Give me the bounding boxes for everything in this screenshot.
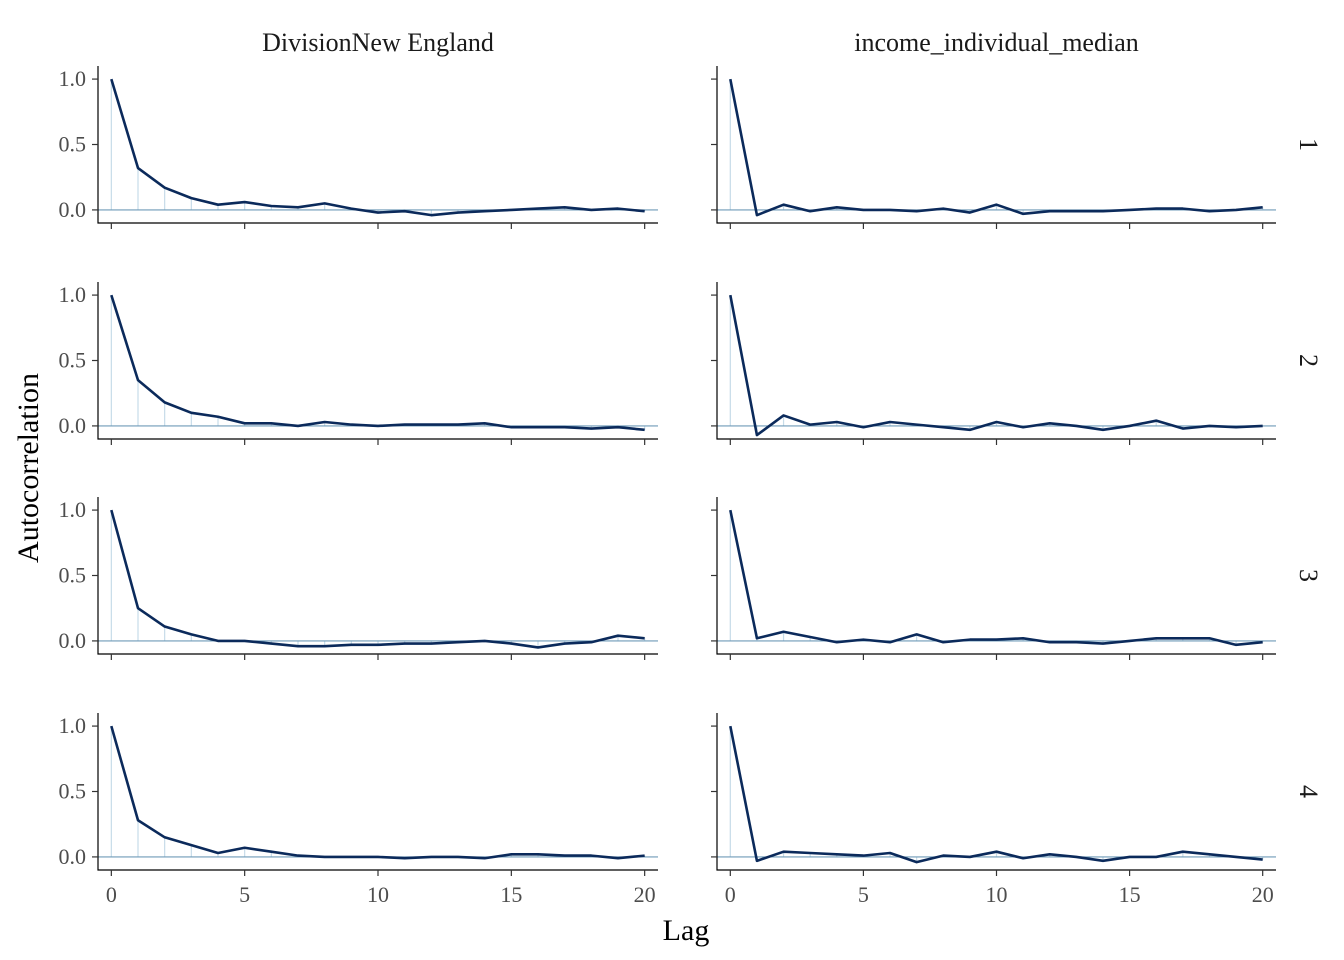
y-tick-label: 0.0 (59, 197, 87, 222)
y-tick-label: 1.0 (59, 713, 87, 738)
x-axis-title: Lag (663, 914, 710, 947)
x-tick-label: 10 (986, 882, 1008, 907)
x-tick-label: 10 (367, 882, 389, 907)
facet-row-label: 1 (1294, 138, 1323, 151)
panel-r2-c2 (711, 282, 1276, 445)
x-tick-label: 20 (1252, 882, 1274, 907)
x-tick-label: 0 (725, 882, 736, 907)
x-tick-label: 20 (634, 882, 656, 907)
x-tick-label: 15 (500, 882, 522, 907)
y-tick-label: 1.0 (59, 497, 87, 522)
y-tick-label: 0.0 (59, 628, 87, 653)
acf-series-line (110, 78, 645, 217)
x-tick-label: 15 (1119, 882, 1141, 907)
panel-r1-c2 (711, 66, 1276, 229)
acf-series-line (110, 509, 645, 649)
y-tick-label: 0.5 (59, 563, 87, 588)
y-tick-label: 0.5 (59, 348, 87, 373)
panel-r3-c1: 0.0 0.5 1.0 (59, 497, 658, 660)
y-tick-label: 0.0 (59, 413, 87, 438)
facet-column-label: income_individual_median (854, 28, 1139, 57)
facet-row-label: 2 (1294, 354, 1323, 367)
y-tick-label: 1.0 (59, 66, 87, 91)
x-tick-label: 0 (106, 882, 117, 907)
y-tick-label: 0.5 (59, 779, 87, 804)
x-tick-label: 5 (858, 882, 869, 907)
panels-layer: 0.00.51.00.00.51.00.00.51.00.00.51.00 5 10… (59, 28, 1324, 907)
panel-r1-c1: 0.0 0.5 1.0 (59, 66, 658, 229)
panel-r4-c1: 0.0 0.5 1.0 0 5 10 15 20 (59, 713, 658, 907)
facet-row-label: 3 (1294, 569, 1323, 582)
y-tick-label: 1.0 (59, 282, 87, 307)
facet-row-label: 4 (1294, 785, 1323, 798)
acf-series-line (110, 294, 645, 432)
panel-r4-c2: 0 5 10 15 20 (711, 713, 1276, 907)
y-tick-label: 0.5 (59, 132, 87, 157)
x-tick-label: 5 (239, 882, 250, 907)
facet-column-label: DivisionNew England (262, 28, 494, 57)
panel-r2-c1: 0.0 0.5 1.0 (59, 282, 658, 445)
acf-series-line (110, 725, 645, 860)
acf-series-line (729, 78, 1263, 217)
y-axis-title: Autocorrelation (12, 373, 45, 563)
acf-series-line (729, 509, 1263, 647)
acf-series-line (729, 725, 1263, 864)
acf-series-line (729, 294, 1263, 437)
y-tick-label: 0.0 (59, 844, 87, 869)
panel-r3-c2 (711, 497, 1276, 660)
